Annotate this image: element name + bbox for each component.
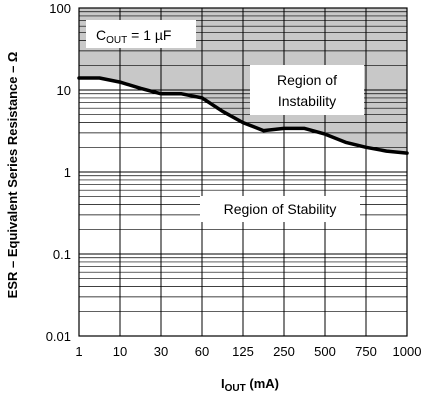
capacitor-sub: OUT — [106, 35, 127, 46]
instability-line-2: Instability — [278, 93, 336, 109]
y-axis-label: ESR – Equivalent Series Resistance – Ω — [5, 52, 20, 299]
capacitor-suffix: = 1 µF — [127, 27, 171, 43]
stability-label: Region of Stability — [224, 201, 337, 217]
x-tick-label: 30 — [154, 344, 168, 359]
capacitor-main: C — [96, 27, 106, 43]
x-axis-label: IOUT (mA) — [221, 376, 279, 394]
y-tick-label: 1 — [64, 165, 71, 180]
x-tick-label: 750 — [355, 344, 377, 359]
annotation-capacitor-box — [86, 20, 196, 48]
annotation-instability: Region of Instability — [250, 65, 364, 115]
x-tick-label: 1000 — [393, 344, 422, 359]
stability-boundary — [77, 76, 409, 155]
annotation-stability: Region of Stability — [200, 196, 360, 222]
x-tick-label: 500 — [314, 344, 336, 359]
x-axis-label-sub: OUT — [225, 383, 246, 394]
x-tick-label: 250 — [273, 344, 295, 359]
tick-labels: 1 10 30 60 125 250 500 750 1000 100 10 1 0.1 0.01 — [46, 1, 422, 359]
x-tick-label: 125 — [232, 344, 254, 359]
y-tick-label: 0.01 — [46, 329, 71, 344]
annotation-capacitor-text: COUT = 1 µF — [96, 27, 171, 46]
grid — [79, 8, 407, 336]
annotation-stability-box — [200, 196, 360, 222]
x-tick-label: 10 — [113, 344, 127, 359]
boundary-line — [77, 76, 409, 155]
instability-line-1: Region of — [277, 72, 337, 88]
y-tick-label: 10 — [57, 83, 71, 98]
annotation-instability-box — [250, 65, 364, 115]
plot-frame — [78, 7, 408, 337]
y-tick-label: 0.1 — [53, 247, 71, 262]
x-axis-label-main: I — [221, 376, 225, 391]
x-tick-label: 60 — [195, 344, 209, 359]
y-tick-label: 100 — [49, 1, 71, 16]
x-axis-label-suffix: (mA) — [246, 376, 279, 391]
annotation-capacitor: COUT = 1 µF — [86, 20, 196, 48]
x-tick-label: 1 — [75, 344, 82, 359]
